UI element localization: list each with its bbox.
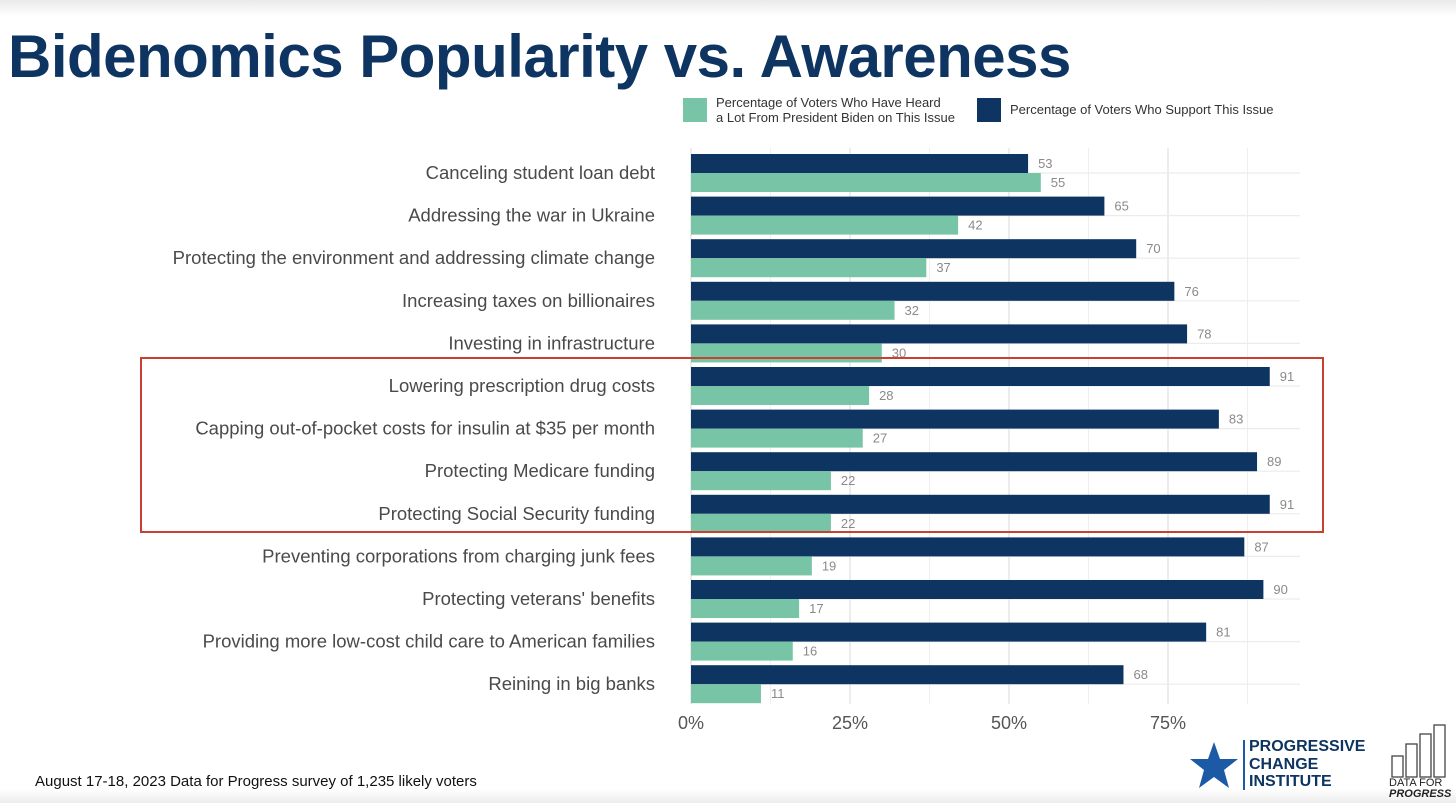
chart-title: Bidenomics Popularity vs. Awareness (8, 23, 1071, 90)
bar-support (691, 537, 1245, 557)
dfp-logo-text: DATA FOR PROGRESS (1389, 778, 1453, 800)
category-label: Addressing the war in Ukraine (408, 205, 655, 226)
bar-heard (691, 641, 793, 661)
category-label: Reining in big banks (488, 673, 655, 694)
data-label: 83 (1229, 412, 1243, 427)
pci-logo-text: PROGRESSIVE CHANGE INSTITUTE (1249, 738, 1366, 790)
x-tick-label: 50% (991, 713, 1027, 733)
bar-support (691, 665, 1124, 685)
category-label: Capping out-of-pocket costs for insulin … (195, 418, 655, 439)
bar-support (691, 409, 1219, 429)
category-label: Increasing taxes on billionaires (402, 290, 655, 311)
data-label: 78 (1197, 326, 1211, 341)
footnote: August 17-18, 2023 Data for Progress sur… (35, 773, 477, 790)
category-label: Protecting Medicare funding (425, 460, 655, 481)
legend-label-support: Percentage of Voters Who Support This Is… (1010, 102, 1274, 117)
bar-heard (691, 215, 959, 235)
data-label: 19 (822, 558, 836, 573)
logo-divider (1243, 740, 1245, 790)
bar-heard (691, 556, 812, 576)
bar-support (691, 494, 1270, 514)
dfp-line2: PROGRESS (1389, 788, 1452, 800)
dfp-line1: DATA FOR (1389, 777, 1443, 789)
bar-support (691, 367, 1270, 386)
category-label: Investing in infrastructure (448, 332, 655, 353)
bar-heard (691, 386, 870, 405)
category-label: Preventing corporations from charging ju… (262, 545, 655, 566)
data-label: 68 (1133, 667, 1147, 682)
highlight-box (140, 357, 1324, 533)
category-label: Providing more low-cost child care to Am… (203, 631, 655, 652)
x-tick-label: 25% (832, 713, 868, 733)
x-tick-label: 0% (678, 713, 704, 733)
data-label: 22 (841, 473, 855, 488)
data-label: 90 (1273, 582, 1287, 597)
data-label: 11 (771, 686, 785, 701)
bar-support (691, 281, 1175, 301)
top-shade (0, 0, 1456, 16)
category-label: Protecting the environment and addressin… (173, 247, 655, 268)
category-label: Protecting Social Security funding (378, 503, 655, 524)
legend-swatch-heard (683, 98, 707, 122)
bar-support (691, 452, 1258, 472)
bar-support (691, 154, 1029, 173)
bar-support (691, 239, 1137, 259)
data-label: 16 (803, 644, 817, 659)
star-icon (1190, 742, 1238, 788)
bar-support (691, 196, 1105, 216)
data-label: 89 (1267, 454, 1281, 469)
data-label: 37 (936, 260, 950, 275)
x-tick-label: 75% (1150, 713, 1186, 733)
bar-support (691, 622, 1207, 642)
data-label: 22 (841, 516, 855, 531)
bar-heard (691, 300, 895, 320)
data-label: 55 (1051, 175, 1065, 190)
bar-heard (691, 599, 800, 618)
category-label: Lowering prescription drug costs (389, 375, 655, 396)
bar-support (691, 580, 1264, 599)
data-label: 70 (1146, 241, 1160, 256)
data-label: 91 (1280, 369, 1294, 384)
bar-heard (691, 173, 1041, 192)
category-label: Protecting veterans' benefits (422, 588, 655, 609)
data-label: 76 (1184, 284, 1198, 299)
data-for-progress-logo: DATA FOR PROGRESS (1388, 724, 1452, 803)
data-label: 91 (1280, 497, 1294, 512)
bar-heard (691, 684, 761, 704)
data-label: 65 (1114, 199, 1128, 214)
bar-heard (691, 513, 831, 533)
bottom-shade (0, 789, 1456, 803)
bar-heard (691, 258, 927, 278)
data-label: 81 (1216, 625, 1230, 640)
progressive-change-institute-logo: PROGRESSIVE CHANGE INSTITUTE (1188, 738, 1378, 792)
data-label: 32 (905, 303, 919, 318)
bar-support (691, 324, 1188, 344)
legend-label-heard: Percentage of Voters Who Have Heard a Lo… (716, 95, 955, 125)
bar-heard (691, 471, 831, 491)
data-label: 42 (968, 218, 982, 233)
data-label: 27 (873, 431, 887, 446)
data-label: 28 (879, 388, 893, 403)
legend-swatch-support (977, 98, 1001, 122)
data-label: 30 (892, 345, 906, 360)
data-label: 17 (809, 601, 823, 616)
data-label: 87 (1254, 539, 1268, 554)
bar-chart-icon (1391, 724, 1446, 778)
category-label: Canceling student loan debt (426, 162, 655, 183)
data-label: 53 (1038, 156, 1052, 171)
bar-heard (691, 428, 863, 448)
